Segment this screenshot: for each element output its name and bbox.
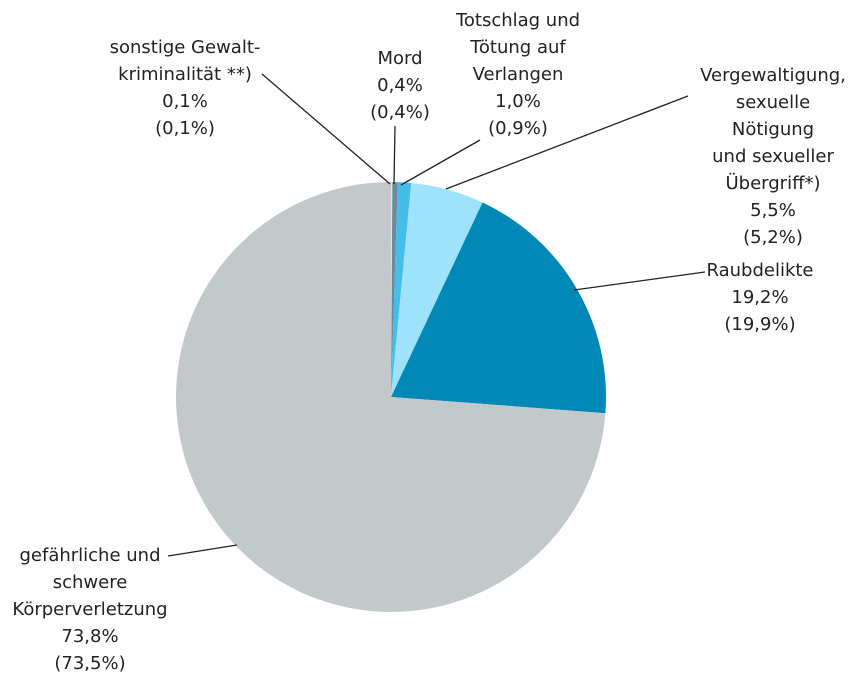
category-label: Raubdelikte — [706, 260, 814, 281]
pie-slice — [391, 182, 412, 397]
leader-line — [393, 125, 396, 185]
pie-slice — [391, 202, 606, 414]
category-label: Totschlag und Tötung auf Verlangen — [455, 10, 581, 85]
leader-line — [400, 139, 481, 186]
pie-slice — [391, 182, 393, 397]
slice-label: gefährliche und schwere Körperverletzung… — [12, 542, 167, 673]
value-label: 0,4% — [377, 75, 423, 96]
pie-slice — [175, 182, 606, 613]
value-label: 1,0% — [495, 91, 541, 112]
category-label: gefährliche und schwere Körperverletzung — [12, 545, 168, 620]
prior-value-label: (0,9%) — [488, 118, 548, 139]
prior-value-label: (19,9%) — [724, 314, 796, 335]
leader-line — [167, 544, 238, 557]
pie-slice — [391, 182, 483, 397]
prior-value-label: (73,5%) — [54, 653, 126, 673]
slice-label: Totschlag und Tötung auf Verlangen 1,0% (0… — [456, 7, 580, 142]
category-label: Vergewaltigung, sexuelle Nötigung und se… — [700, 65, 846, 194]
slice-label: Mord 0,4% (0,4%) — [370, 45, 430, 126]
value-label: 19,2% — [731, 287, 789, 308]
value-label: 5,5% — [750, 200, 796, 221]
value-label: 0,1% — [162, 91, 208, 112]
leader-line — [445, 95, 689, 190]
category-label: sonstige Gewalt- kriminalität **) — [109, 37, 261, 85]
leader-line — [261, 73, 391, 185]
value-label: 73,8% — [61, 626, 119, 647]
prior-value-label: (0,1%) — [155, 118, 215, 139]
prior-value-label: (5,2%) — [743, 227, 803, 248]
pie-slice — [391, 182, 398, 397]
category-label: Mord — [377, 48, 423, 69]
leader-line — [573, 271, 706, 291]
slice-label: Vergewaltigung, sexuelle Nötigung und se… — [700, 62, 846, 251]
prior-value-label: (0,4%) — [370, 102, 430, 123]
slice-label: sonstige Gewalt- kriminalität **) 0,1% (0,… — [110, 34, 261, 142]
slice-label: Raubdelikte 19,2% (19,9%) — [706, 257, 813, 338]
